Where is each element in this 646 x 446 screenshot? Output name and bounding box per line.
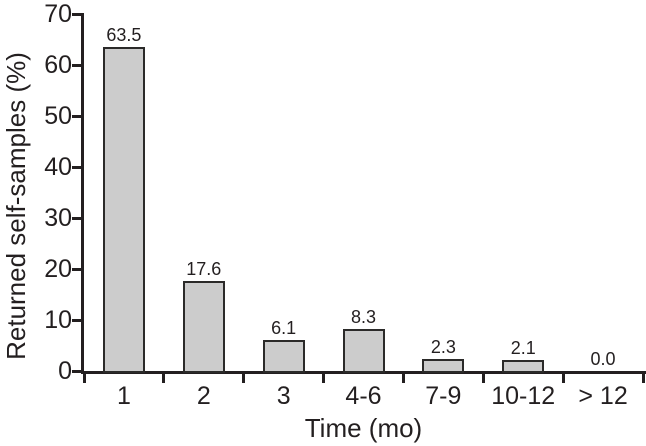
x-category-label: 1 [116,382,131,410]
bar-value-label: 6.1 [271,317,297,338]
bar [342,328,385,373]
bar-value-label: 8.3 [350,306,377,327]
y-axis-tick [72,114,81,118]
x-category-label: 2 [196,382,211,410]
x-axis-tick [561,374,565,383]
bar [422,359,465,373]
bar-value-label: 2.3 [430,337,456,358]
bar [502,360,545,373]
y-tick-label: 50 [44,102,72,130]
bar [102,47,145,373]
x-axis-tick [242,374,246,383]
y-tick-label: 60 [44,51,72,79]
x-category-label: 3 [276,382,291,410]
y-axis-tick [72,318,81,322]
bar [182,281,225,373]
x-axis-tick [162,374,166,383]
x-category-label: 7-9 [425,382,462,410]
x-category-label: 4-6 [345,382,382,410]
x-axis-tick [401,374,405,383]
bar-value-label: 63.5 [106,25,142,46]
y-tick-label: 40 [44,153,72,181]
x-category-label: > 12 [578,382,628,410]
y-axis-tick [72,165,81,169]
y-tick-label: 10 [44,306,72,334]
y-tick-label: 20 [44,255,72,283]
x-axis-title: Time (mo) [304,413,423,443]
x-axis-tick [322,374,326,383]
y-axis-tick [72,63,81,67]
y-tick-label: 70 [44,0,72,28]
y-tick-label: 0 [58,357,72,385]
y-tick-label: 30 [44,204,72,232]
y-axis-line [81,13,84,374]
x-axis-tick [82,374,86,383]
bar [262,339,305,373]
bar-value-label: 0.0 [590,349,616,369]
bar-value-label: 2.1 [510,338,536,359]
y-axis-tick [72,12,81,16]
x-category-label: 10-12 [491,382,556,410]
x-axis-tick [481,374,485,383]
y-axis-tick [72,216,81,220]
bar-value-label: 17.6 [186,259,222,280]
y-axis-tick [72,267,81,271]
x-axis-tick [641,374,645,383]
y-axis-tick [72,369,81,373]
